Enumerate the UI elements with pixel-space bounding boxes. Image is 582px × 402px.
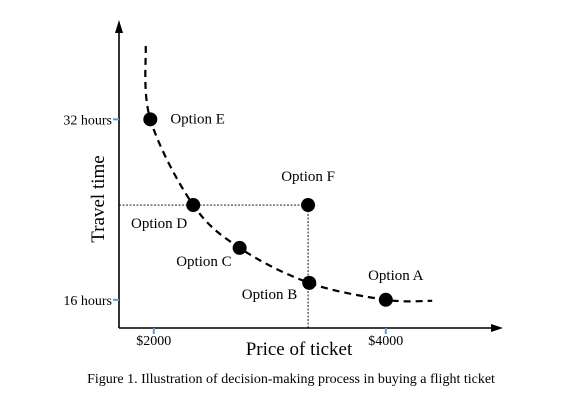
data-point-label: Option B — [242, 287, 297, 303]
x-tick-label: $2000 — [136, 334, 171, 349]
data-point-label: Option D — [131, 216, 187, 232]
y-axis-label: Travel time — [88, 155, 109, 242]
x-tick-label: $4000 — [368, 334, 403, 349]
data-point — [378, 292, 393, 307]
data-point — [301, 198, 316, 213]
data-point-label: Option E — [170, 111, 225, 127]
y-tick-label: 16 hours — [63, 294, 112, 309]
data-point — [302, 275, 317, 290]
figure-caption: Figure 1. Illustration of decision-makin… — [87, 372, 495, 387]
data-point — [143, 112, 158, 127]
y-axis-arrow — [115, 20, 123, 33]
data-point — [232, 240, 247, 255]
data-point — [186, 198, 201, 213]
data-point-label: Option A — [368, 268, 424, 284]
data-point-label: Option C — [176, 254, 231, 270]
x-axis-label: Price of ticket — [246, 339, 353, 360]
y-tick-label: 32 hours — [63, 113, 112, 128]
data-point-label: Option F — [281, 169, 335, 185]
x-axis-arrow — [491, 324, 503, 332]
chart-svg: 32 hours 16 hours $2000 $4000 Price of ticke… — [63, 20, 503, 360]
